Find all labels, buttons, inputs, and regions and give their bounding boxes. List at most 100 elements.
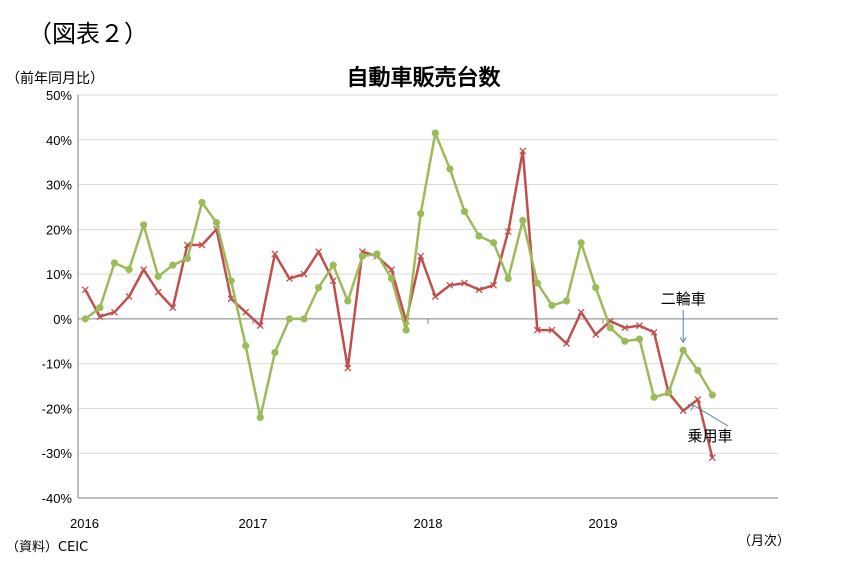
data-point: [577, 239, 585, 247]
data-point: [504, 228, 512, 236]
data-point: [504, 274, 512, 283]
data-point: [227, 277, 235, 285]
data-point: [446, 165, 454, 173]
data-point: [81, 315, 89, 323]
data-point: [198, 241, 206, 249]
series-line: [84, 131, 714, 419]
data-point: [621, 324, 629, 332]
data-point: [446, 281, 454, 289]
data-point: [96, 304, 104, 312]
data-point-stroke: [431, 293, 439, 300]
data-point-stroke: [183, 241, 191, 249]
data-point-stroke: [504, 228, 512, 236]
data-point: [635, 322, 643, 330]
data-point: [519, 147, 527, 155]
data-point: [198, 198, 206, 207]
data-point: [256, 322, 264, 330]
data-point: [125, 266, 133, 274]
data-point-stroke: [300, 270, 308, 278]
data-point-stroke: [490, 281, 498, 289]
data-point-stroke: [388, 266, 396, 274]
data-point: [212, 219, 221, 227]
data-point: [242, 308, 250, 316]
data-point: [592, 283, 600, 292]
data-point: [548, 301, 556, 310]
data-point-stroke: [285, 275, 293, 283]
data-point: [708, 391, 716, 399]
data-point-stroke: [198, 241, 206, 249]
data-point: [533, 279, 541, 287]
data-point: [490, 239, 498, 247]
data-point-stroke: [621, 324, 629, 332]
data-point: [373, 250, 381, 258]
x-tick-label: 2018: [414, 516, 443, 531]
data-point: [329, 277, 337, 285]
y-tick-label: 50%: [46, 88, 72, 103]
data-point-stroke: [679, 407, 687, 415]
data-point: [708, 454, 716, 462]
data-point: [388, 266, 396, 274]
data-point: [154, 272, 162, 280]
data-point: [665, 389, 673, 397]
data-point: [285, 315, 294, 323]
data-point-stroke: [708, 454, 716, 462]
data-point-stroke: [592, 331, 600, 339]
figure-label: （図表２）: [28, 20, 148, 48]
chart-title: 自動車販売台数: [346, 66, 501, 91]
data-point: [110, 259, 119, 267]
data-point: [592, 331, 600, 339]
data-point: [490, 281, 498, 289]
data-point: [577, 308, 585, 316]
data-point: [285, 275, 293, 283]
data-point: [460, 207, 469, 216]
x-tick-labels: 2016 2017 2018 2019: [70, 516, 617, 531]
y-tick-label: -30%: [42, 446, 73, 461]
annotation-arrow: [693, 405, 729, 427]
y-tick-label: -40%: [42, 491, 73, 506]
data-point: [694, 366, 702, 374]
data-point: [81, 286, 89, 294]
data-point: [606, 324, 614, 332]
data-point: [242, 342, 250, 350]
data-point: [460, 279, 468, 287]
x-tick-label: 2016: [70, 516, 99, 531]
data-point: [154, 288, 162, 296]
data-point-stroke: [344, 364, 352, 372]
axes: [77, 95, 778, 499]
data-point: [96, 313, 104, 321]
y-tick-label: 10%: [46, 267, 72, 282]
data-point-stroke: [519, 147, 527, 155]
data-point-stroke: [271, 250, 279, 258]
data-point: [183, 254, 191, 263]
data-point-stroke: [635, 322, 643, 330]
annotation-label: 二輪車: [661, 290, 706, 308]
data-point: [169, 304, 177, 312]
data-point-stroke: [694, 396, 702, 403]
data-point-stroke: [329, 277, 337, 285]
data-point-stroke: [242, 308, 250, 316]
data-point: [315, 283, 323, 292]
data-point: [227, 295, 235, 303]
data-point: [169, 261, 177, 269]
data-point-stroke: [169, 304, 177, 312]
data-point: [679, 346, 687, 354]
data-point-stroke: [256, 322, 264, 330]
data-point-stroke: [577, 308, 585, 316]
data-point: [256, 413, 264, 421]
y-tick-label: 20%: [46, 222, 72, 237]
data-point: [315, 248, 323, 256]
data-point-stroke: [650, 328, 658, 336]
data-point-stroke: [125, 293, 133, 300]
data-point: [140, 266, 148, 274]
data-point-stroke: [460, 279, 468, 287]
data-point-stroke: [548, 326, 556, 334]
data-point: [402, 326, 410, 334]
data-point: [475, 232, 483, 240]
data-point-stroke: [417, 252, 425, 260]
data-point: [533, 326, 541, 334]
data-point: [387, 274, 396, 283]
data-point: [344, 364, 352, 372]
data-point: [563, 340, 571, 347]
data-point: [271, 250, 279, 258]
